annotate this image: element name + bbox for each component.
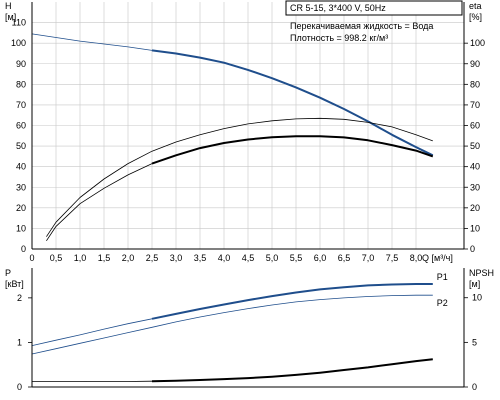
y-tick-label-right: 5 (472, 337, 477, 347)
y-tick-label-left: 100 (11, 38, 26, 48)
y-tick-label-left: 80 (16, 79, 26, 89)
frame-layer (28, 2, 468, 388)
x-tick-label: 6,5 (338, 253, 351, 263)
y-tick-label-left: 20 (16, 203, 26, 213)
y-axis-label-left: [м] (5, 12, 16, 22)
y-tick-label-right: 10 (470, 223, 480, 233)
x-tick-label: 4,5 (242, 253, 255, 263)
x-tick-label: 8,0 (410, 253, 423, 263)
x-tick-label: 6,0 (314, 253, 327, 263)
bottom-series-line (151, 358, 433, 383)
y-tick-label-left: 30 (16, 182, 26, 192)
bottom-series-line (31, 318, 153, 346)
x-tick-label: 0,5 (50, 253, 63, 263)
x-tick-label: 2,0 (122, 253, 135, 263)
x-tick-label: 1,0 (74, 253, 87, 263)
info-box: CR 5-15, 3*400 V, 50Hz Перекачиваемая жи… (285, 0, 463, 43)
grid-layer (31, 2, 464, 250)
y-tick-label-right: 70 (470, 100, 480, 110)
top-series-line (46, 117, 433, 237)
series-label-p2: P2 (437, 298, 448, 308)
y-axis-label-right: eta (469, 1, 482, 11)
y-axis-label-left: [кВт] (5, 279, 24, 289)
top-series-line (31, 33, 153, 51)
y-tick-label-right: 50 (470, 141, 480, 151)
y-tick-label-left: 60 (16, 121, 26, 131)
x-axis-label: Q [м³/ч] (422, 253, 453, 263)
y-tick-label-right: 60 (470, 121, 480, 131)
y-tick-label-right: 100 (470, 38, 485, 48)
y-tick-label-right: 0 (470, 244, 475, 254)
y-axis-label-left: H (5, 1, 12, 11)
x-tick-label: 2,5 (146, 253, 159, 263)
series-layer (31, 33, 434, 383)
y-tick-label-right: 20 (470, 203, 480, 213)
bottom-series-line (151, 283, 433, 320)
info-density: Плотность = 998.2 кг/м³ (290, 33, 388, 43)
x-tick-label: 5,5 (290, 253, 303, 263)
y-tick-label-left: 90 (16, 59, 26, 69)
y-tick-label-right: 0 (472, 382, 477, 392)
bottom-series-line (31, 294, 433, 355)
text-layer: 0 0,5 1,0 1,5 2,0 2,5 3,0 3,5 4,0 4,5 5,0 5,5 6,0 6,5… (5, 1, 494, 392)
x-tick-label: 5,0 (266, 253, 279, 263)
info-header: CR 5-15, 3*400 V, 50Hz (290, 3, 386, 13)
y-tick-label-left: 40 (16, 162, 26, 172)
x-tick-label: 0 (29, 253, 34, 263)
top-series-line (151, 135, 434, 165)
y-tick-label-right: 10 (472, 293, 482, 303)
x-tick-label: 7,5 (386, 253, 399, 263)
y-axis-label-left: P (5, 268, 11, 278)
x-tick-label: 3,5 (194, 253, 207, 263)
y-axis-label-right: [%] (469, 12, 482, 22)
y-tick-label-left: 0 (17, 382, 22, 392)
top-series-line (151, 49, 434, 157)
y-axis-label-right: NPSH (469, 268, 494, 278)
x-tick-label: 3,0 (170, 253, 183, 263)
y-tick-label-left: 10 (16, 223, 26, 233)
y-tick-label-right: 40 (470, 162, 480, 172)
info-liquid: Перекачиваемая жидкость = Вода (290, 21, 433, 31)
top-series-line (46, 163, 153, 242)
y-axis-label-right: [м] (469, 279, 480, 289)
y-tick-label-left: 110 (12, 18, 26, 28)
y-tick-label-left: 2 (17, 293, 22, 303)
series-label-p1: P1 (437, 272, 448, 282)
x-tick-label: 7,0 (362, 253, 375, 263)
y-tick-label-left: 1 (17, 337, 22, 347)
y-tick-label-left: 0 (21, 244, 26, 254)
y-tick-label-right: 90 (470, 59, 480, 69)
x-tick-label: 1,5 (98, 253, 111, 263)
y-tick-label-right: 30 (470, 182, 480, 192)
y-tick-label-left: 50 (16, 141, 26, 151)
y-tick-label-left: 70 (16, 100, 26, 110)
x-tick-label: 4,0 (218, 253, 231, 263)
y-tick-label-right: 80 (470, 79, 480, 89)
